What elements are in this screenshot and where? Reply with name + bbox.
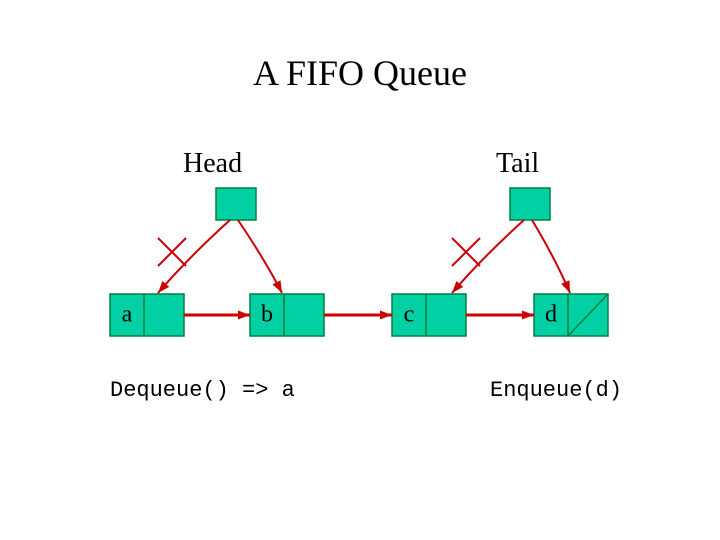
diagram-stage: A FIFO Queue Head Tail Dequeue() => a En… (0, 0, 720, 540)
node-d: d (534, 294, 608, 336)
head-pointer-box (216, 188, 256, 220)
svg-text:d: d (545, 302, 557, 328)
svg-text:c: c (404, 302, 415, 328)
node-b: b (250, 294, 324, 336)
diagram-svg: a b c d (0, 0, 720, 540)
svg-text:a: a (122, 302, 133, 328)
node-c: c (392, 294, 466, 336)
tail-pointer-box (510, 188, 550, 220)
node-a: a (110, 294, 184, 336)
svg-text:b: b (261, 302, 273, 328)
